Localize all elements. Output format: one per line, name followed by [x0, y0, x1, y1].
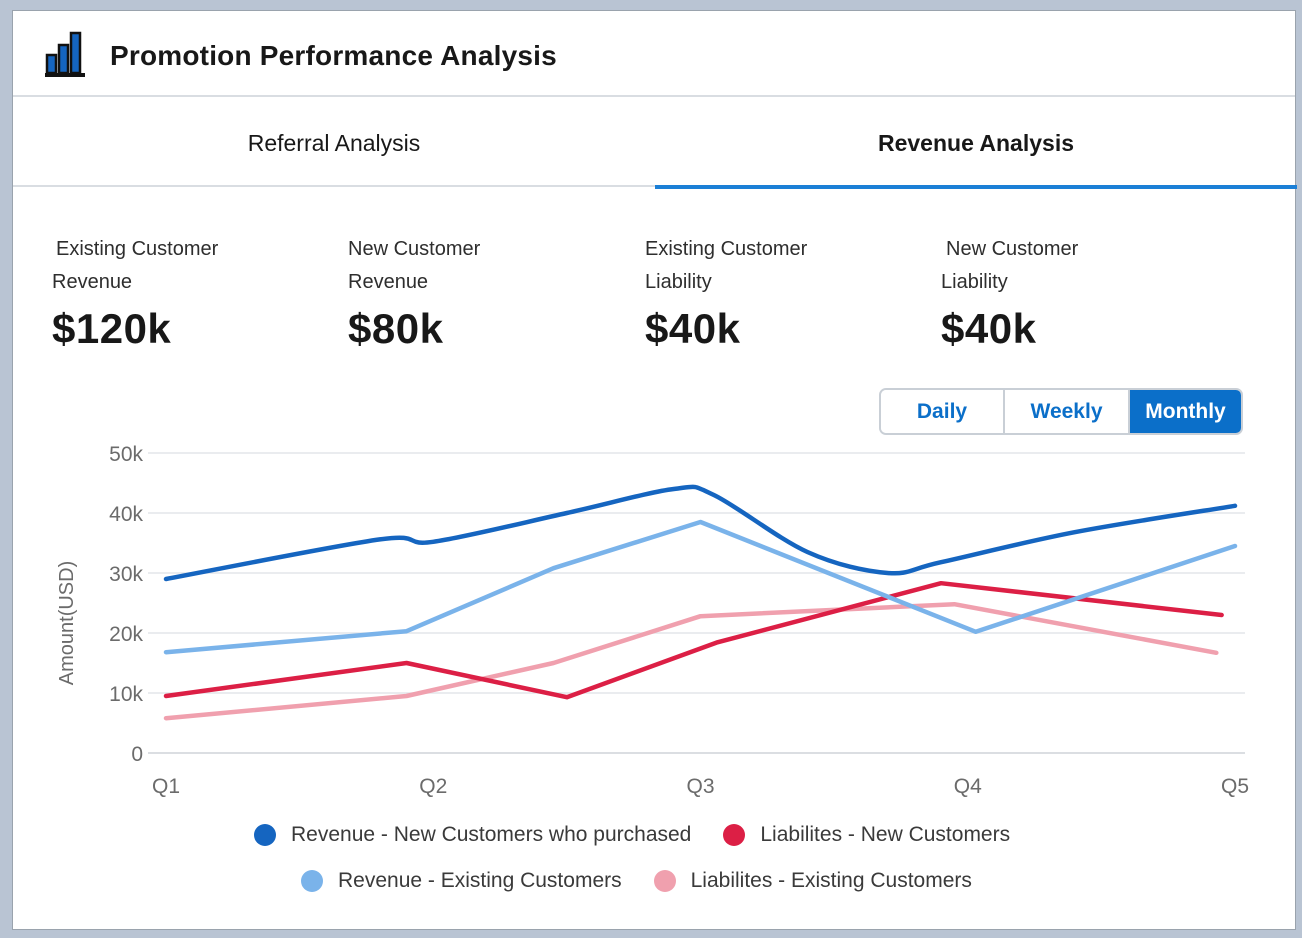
- series-line-liab-existing: [163, 601, 1219, 721]
- metric-label-line2: Revenue: [52, 271, 133, 293]
- metric-label-line1: Existing Customer: [56, 238, 219, 260]
- line-chart: 0 10k 20k 30k 40k 50k Q1 Q2 Q3 Q4 Q5 Amount(USD): [56, 443, 1249, 798]
- legend-item-liabilities-new[interactable]: Liabilites - New Customers: [723, 823, 1010, 847]
- period-toggle: Daily Weekly Monthly: [879, 388, 1243, 435]
- legend-label: Revenue - Existing Customers: [338, 869, 622, 892]
- metric-label-line2: Revenue: [348, 271, 429, 293]
- series-line-rev-new: [163, 484, 1238, 582]
- metric-label-line2: Liability: [645, 271, 712, 293]
- header-bar: Promotion Performance Analysis: [13, 11, 1295, 97]
- metric-value: $40k: [941, 305, 1037, 352]
- legend-dot-icon: [653, 870, 676, 892]
- y-tick-label: 10k: [109, 683, 143, 706]
- metric-value: $80k: [348, 305, 444, 352]
- metric-existing-customer-revenue: Existing Customer Revenue $120k: [52, 233, 218, 353]
- page-title: Promotion Performance Analysis: [110, 40, 557, 71]
- metric-label-line1: Existing Customer: [645, 238, 808, 260]
- legend-row-1: Revenue - New Customers who purchased Li…: [254, 823, 1010, 847]
- legend-dot-icon: [254, 824, 276, 846]
- x-tick-label: Q4: [954, 775, 982, 798]
- metric-value: $120k: [52, 305, 172, 352]
- metric-label-line1: New Customer: [348, 238, 481, 260]
- legend-label: Liabilites - New Customers: [760, 823, 1011, 846]
- period-daily-button[interactable]: Daily: [881, 390, 1003, 433]
- legend-label: Revenue - New Customers who purchased: [291, 823, 692, 846]
- legend-row-2: Revenue - Existing Customers Liabilites …: [301, 869, 972, 893]
- series-line-liab-new: [163, 580, 1224, 700]
- tab-bar: Referral Analysis Revenue Analysis: [13, 99, 1297, 189]
- legend-item-revenue-existing[interactable]: Revenue - Existing Customers: [301, 869, 622, 893]
- y-tick-label: 20k: [109, 623, 143, 646]
- series-line-rev-existing: [163, 519, 1238, 655]
- period-weekly-button[interactable]: Weekly: [1003, 390, 1128, 433]
- tab-revenue-analysis[interactable]: Revenue Analysis: [655, 99, 1297, 189]
- x-tick-label: Q1: [152, 775, 180, 798]
- metric-value: $40k: [645, 305, 741, 352]
- y-tick-label: 30k: [109, 563, 143, 586]
- metric-new-customer-liability: New Customer Liability $40k: [941, 233, 1078, 353]
- x-tick-label: Q5: [1221, 775, 1249, 798]
- bar-chart-icon: [45, 31, 85, 77]
- metric-new-customer-revenue: New Customer Revenue $80k: [348, 233, 480, 353]
- y-tick-label: 0: [131, 743, 143, 766]
- dashboard-card: Promotion Performance Analysis Referral …: [12, 10, 1297, 930]
- legend-item-revenue-new[interactable]: Revenue - New Customers who purchased: [254, 823, 691, 847]
- legend-item-liabilities-existing[interactable]: Liabilites - Existing Customers: [653, 869, 972, 893]
- x-tick-label: Q2: [419, 775, 447, 798]
- legend-dot-icon: [723, 824, 746, 846]
- period-monthly-button[interactable]: Monthly: [1128, 390, 1241, 433]
- y-tick-label: 50k: [109, 443, 143, 466]
- x-tick-label: Q3: [686, 775, 714, 798]
- metric-label-line2: Liability: [941, 271, 1008, 293]
- tab-referral-analysis[interactable]: Referral Analysis: [247, 129, 421, 156]
- metric-label-line1: New Customer: [946, 238, 1079, 260]
- legend-label: Liabilites - Existing Customers: [690, 869, 972, 892]
- metric-existing-customer-liability: Existing Customer Liability $40k: [645, 233, 807, 353]
- y-tick-label: 40k: [109, 503, 143, 526]
- legend-dot-icon: [301, 870, 323, 892]
- y-axis-label: Amount(USD): [56, 561, 78, 685]
